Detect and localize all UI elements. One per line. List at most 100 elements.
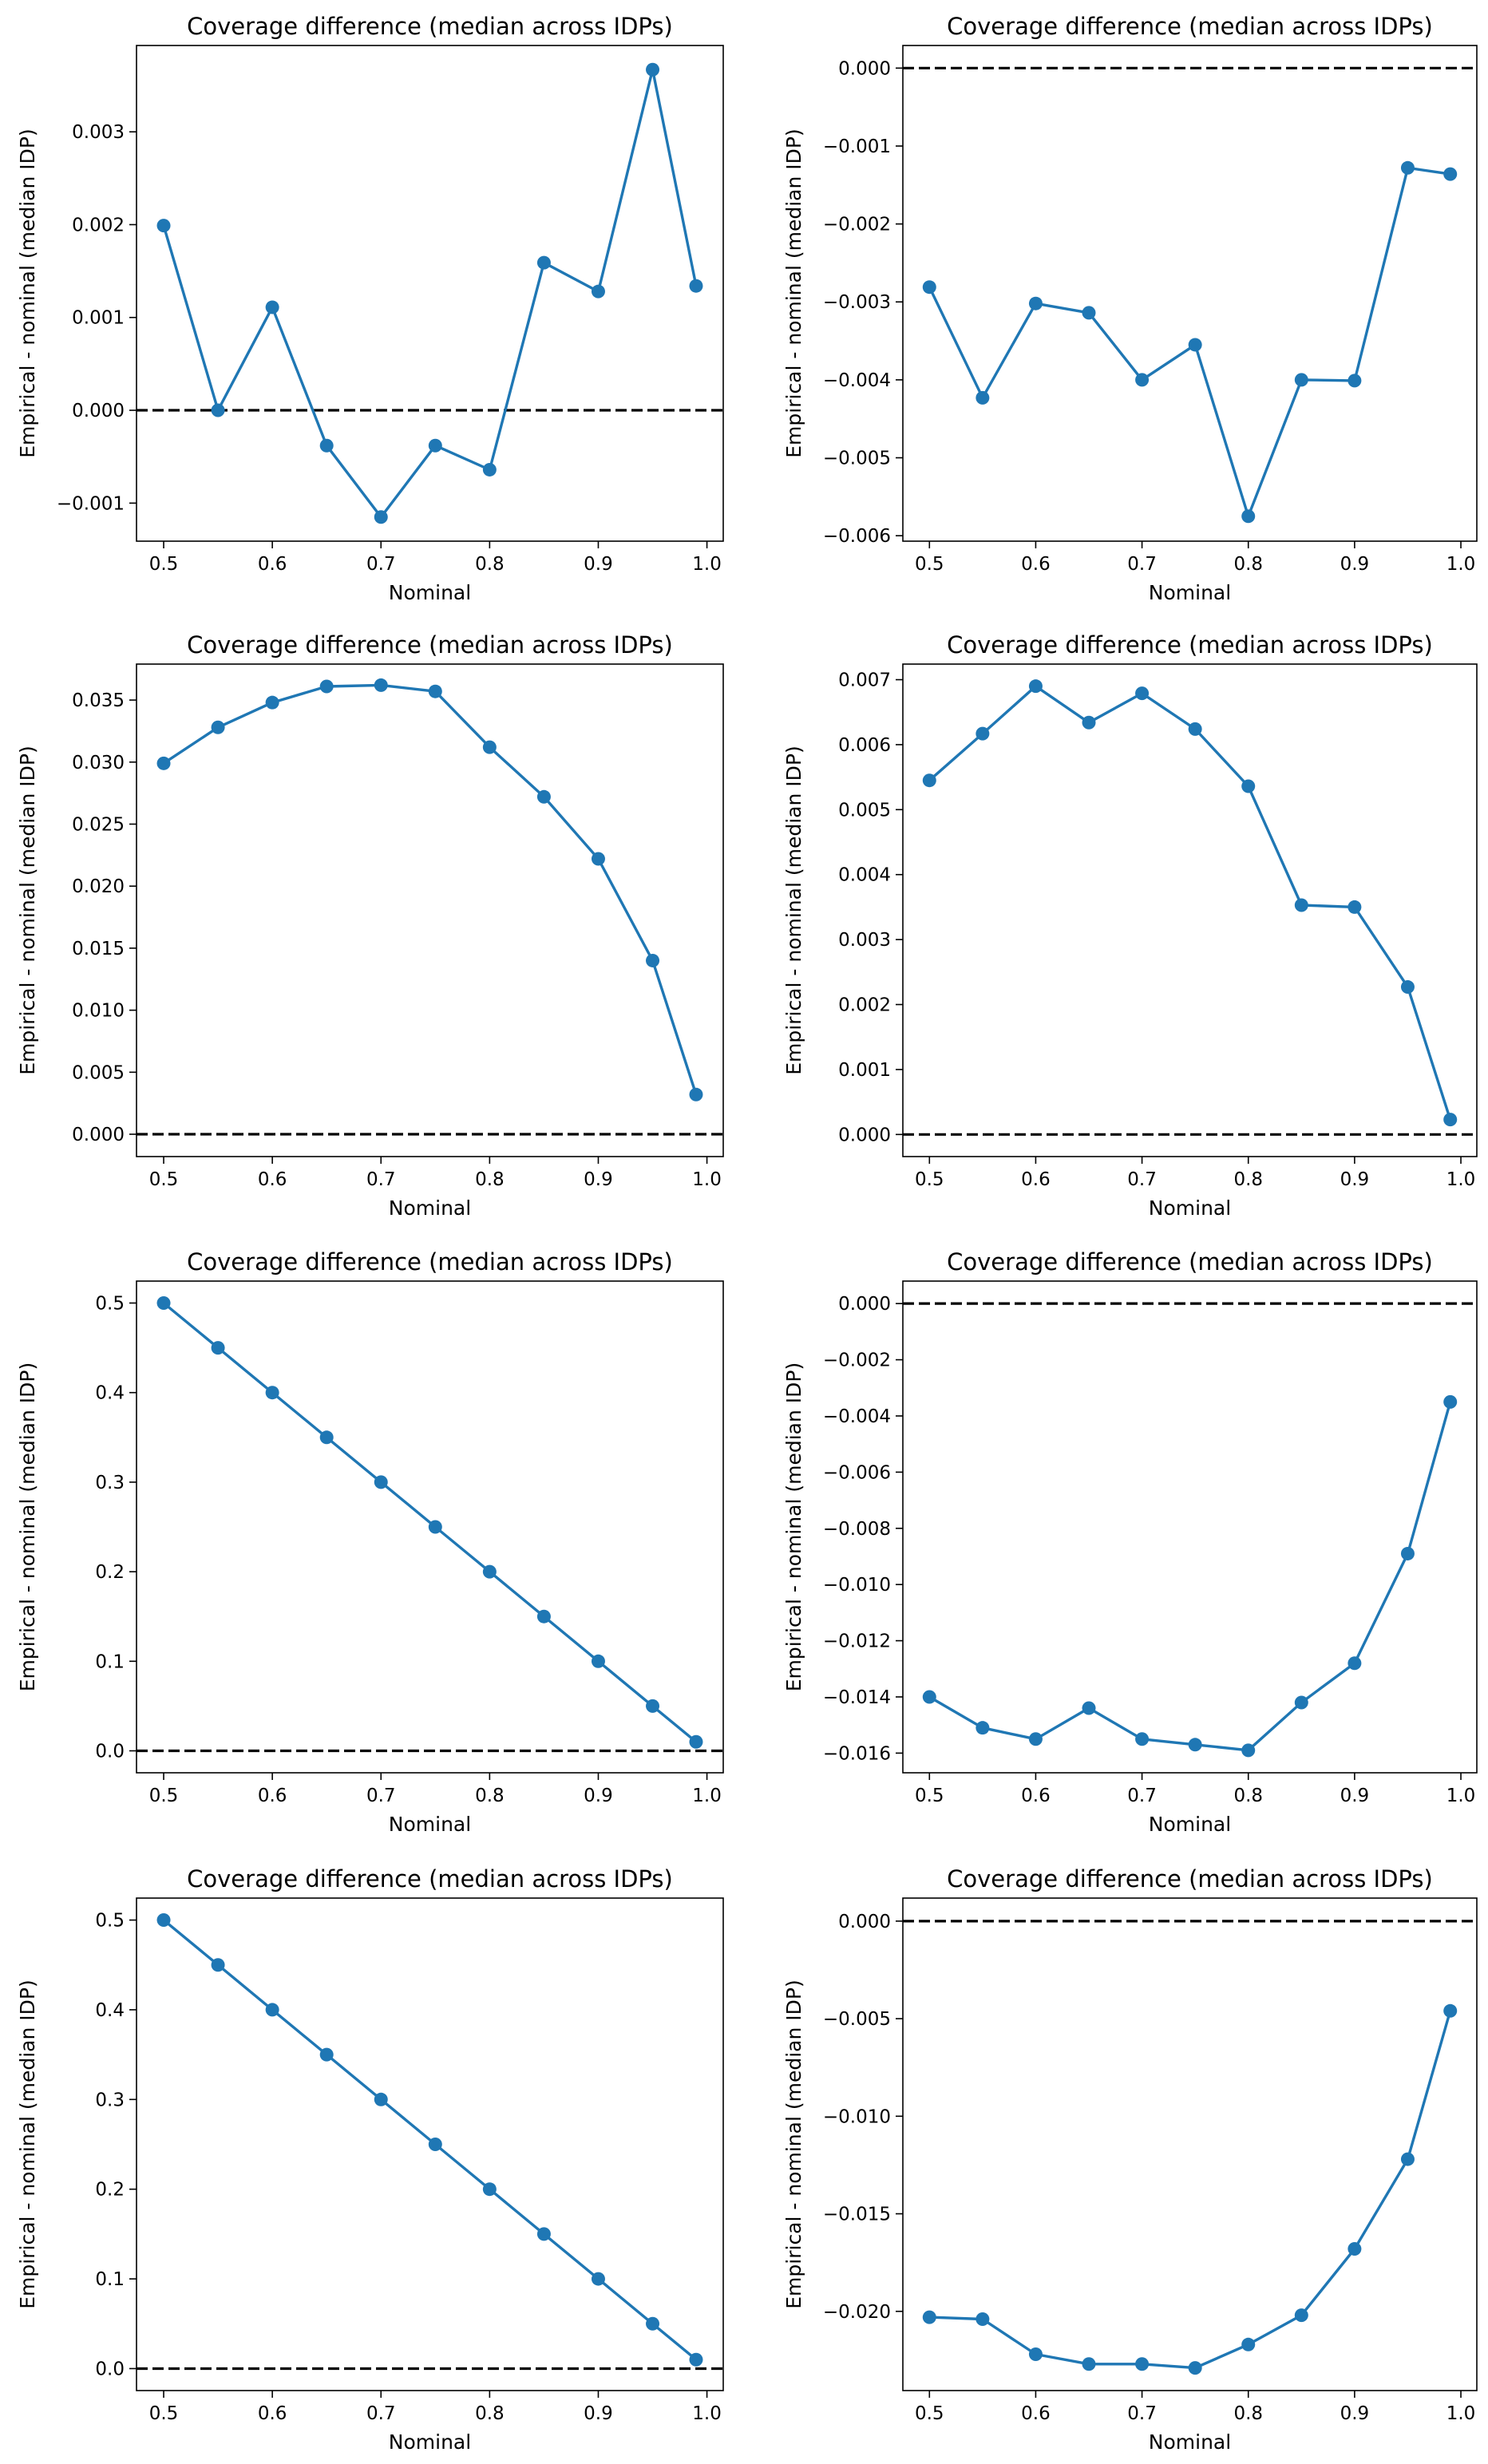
y-axis-label: Empirical - nominal (median IDP): [16, 746, 39, 1074]
chart-panel-7: Coverage difference (median across IDPs)…: [16, 1865, 724, 2454]
chart-title: Coverage difference (median across IDPs): [947, 1248, 1433, 1276]
y-tick-label: 0.006: [838, 735, 891, 756]
y-tick-label: 0.002: [72, 215, 125, 235]
data-point: [536, 1609, 551, 1624]
x-tick-label: 0.7: [366, 1786, 396, 1806]
data-point: [265, 1386, 279, 1400]
x-tick-label: 0.6: [1021, 2403, 1051, 2424]
data-point: [689, 1087, 703, 1101]
data-point: [1294, 2308, 1308, 2323]
y-tick-label: 0.000: [838, 1294, 891, 1315]
data-point: [482, 740, 497, 754]
x-tick-label: 0.7: [1127, 554, 1157, 575]
y-tick-label: −0.002: [823, 1351, 891, 1371]
x-tick-label: 0.7: [366, 2403, 396, 2424]
plot-frame: [902, 1280, 1478, 1774]
x-tick-label: 0.8: [475, 554, 505, 575]
x-tick-label: 0.6: [1021, 1169, 1051, 1190]
y-tick-label: −0.003: [823, 292, 891, 313]
x-tick-label: 0.8: [475, 1786, 505, 1806]
y-tick-label: 0.000: [838, 1912, 891, 1932]
x-tick-label: 1.0: [1446, 1786, 1476, 1806]
x-tick-label: 0.9: [1340, 2403, 1370, 2424]
data-point: [922, 280, 936, 295]
data-point: [922, 773, 936, 788]
y-tick-label: 0.000: [838, 1125, 891, 1145]
x-tick-label: 1.0: [692, 554, 722, 575]
x-axis-label: Nominal: [1149, 581, 1231, 604]
x-tick-label: 0.5: [149, 554, 179, 575]
chart-title: Coverage difference (median across IDPs): [947, 13, 1433, 40]
x-axis-label: Nominal: [1149, 2430, 1231, 2454]
x-tick-label: 0.9: [1340, 1786, 1370, 1806]
x-tick-label: 0.5: [149, 1786, 179, 1806]
data-point: [265, 2003, 279, 2017]
series-line: [928, 685, 1452, 1121]
x-tick-label: 0.5: [915, 554, 944, 575]
data-point: [1188, 722, 1202, 736]
data-point: [1188, 1738, 1202, 1752]
data-point: [1348, 2242, 1362, 2256]
y-axis-label: Empirical - nominal (median IDP): [16, 129, 39, 457]
data-point: [156, 219, 171, 233]
x-tick-label: 0.7: [1127, 2403, 1157, 2424]
data-point: [1082, 715, 1096, 730]
x-tick-label: 0.8: [1233, 554, 1263, 575]
y-tick-label: 0.003: [838, 930, 891, 951]
data-point: [536, 789, 551, 804]
data-point: [1443, 1394, 1458, 1409]
data-point: [976, 390, 990, 405]
chart-panel-2: Coverage difference (median across IDPs)…: [782, 13, 1478, 604]
y-axis-label: Empirical - nominal (median IDP): [16, 1363, 39, 1691]
data-point: [1135, 1732, 1150, 1746]
y-tick-label: 0.020: [72, 876, 125, 897]
y-axis-label: Empirical - nominal (median IDP): [782, 746, 805, 1074]
x-tick-label: 0.6: [258, 1169, 287, 1190]
data-point: [374, 1475, 388, 1489]
data-point: [211, 1958, 225, 1972]
data-point: [591, 284, 605, 299]
x-tick-label: 0.5: [915, 1169, 944, 1190]
data-point: [1028, 296, 1043, 310]
y-tick-label: 0.1: [95, 1651, 125, 1672]
y-tick-label: −0.005: [823, 449, 891, 469]
x-tick-label: 0.8: [1233, 1786, 1263, 1806]
x-tick-label: 1.0: [1446, 554, 1476, 575]
data-point: [319, 1430, 334, 1445]
y-tick-label: 0.015: [72, 939, 125, 959]
x-tick-label: 0.6: [258, 554, 287, 575]
data-point: [591, 852, 605, 866]
chart-panel-4: Coverage difference (median across IDPs)…: [782, 631, 1478, 1220]
data-point: [319, 679, 334, 694]
x-tick-label: 0.5: [149, 1169, 179, 1190]
chart-panel-5: Coverage difference (median across IDPs)…: [16, 1248, 724, 1836]
y-tick-label: 0.000: [838, 58, 891, 79]
data-point: [1400, 980, 1415, 995]
data-point: [156, 756, 171, 770]
data-point: [1135, 686, 1150, 701]
data-point: [646, 62, 660, 77]
data-point: [1443, 1113, 1458, 1127]
chart-title: Coverage difference (median across IDPs): [947, 631, 1433, 659]
x-tick-label: 1.0: [692, 2403, 722, 2424]
data-point: [1188, 338, 1202, 352]
y-tick-label: −0.001: [823, 136, 891, 157]
data-point: [1348, 1656, 1362, 1671]
data-point: [1241, 509, 1256, 524]
chart-title: Coverage difference (median across IDPs): [187, 13, 673, 40]
data-point: [689, 1734, 703, 1749]
data-point: [1028, 2347, 1043, 2362]
data-point: [1443, 167, 1458, 181]
data-point: [428, 684, 442, 698]
data-point: [646, 2316, 660, 2331]
plot-frame: [902, 1897, 1478, 2391]
y-tick-label: 0.0: [95, 1742, 125, 1762]
y-tick-label: 0.003: [72, 122, 125, 143]
chart-panel-8: Coverage difference (median across IDPs)…: [782, 1865, 1478, 2454]
data-point: [211, 403, 225, 417]
y-tick-label: 0.004: [838, 865, 891, 886]
data-point: [1400, 160, 1415, 175]
data-point: [1188, 2361, 1202, 2375]
x-tick-label: 0.5: [915, 1786, 944, 1806]
data-point: [1348, 374, 1362, 388]
